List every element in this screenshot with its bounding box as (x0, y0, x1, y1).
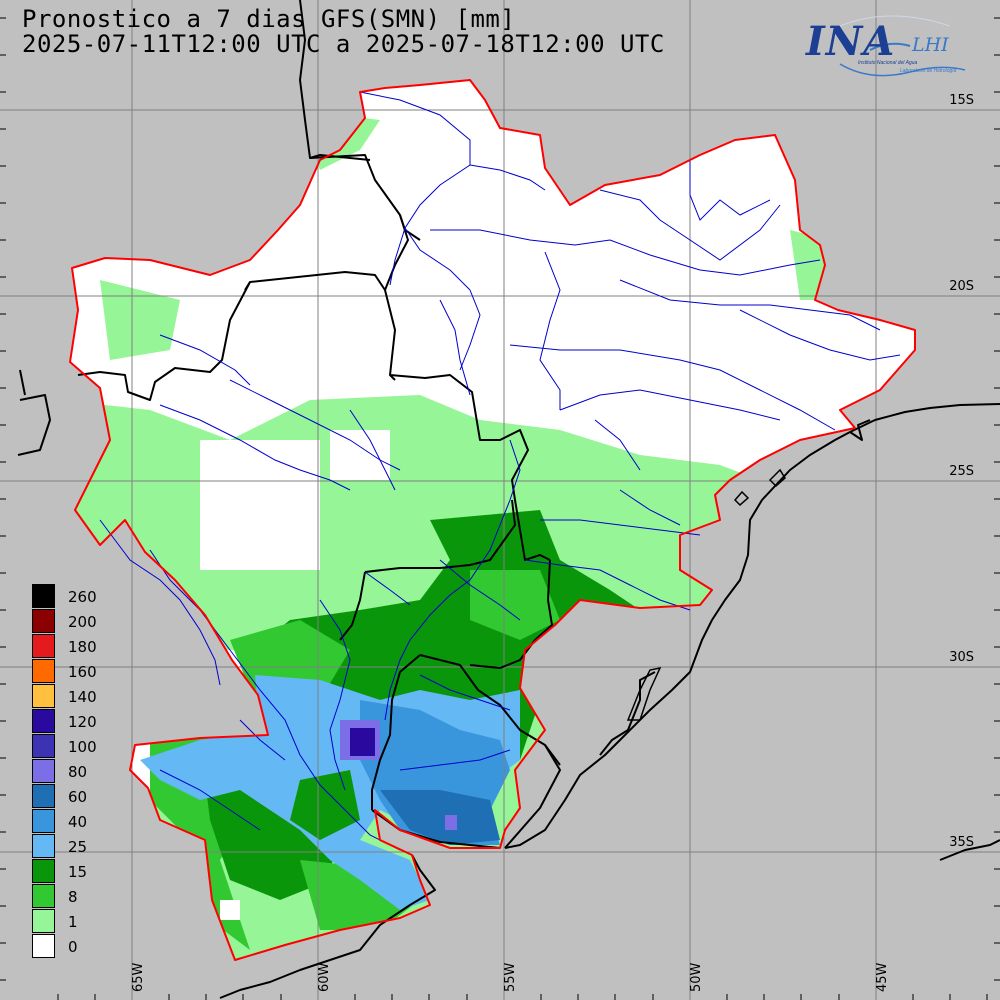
legend-item: 25 (32, 834, 142, 859)
legend-swatch (32, 709, 55, 733)
legend-item: 160 (32, 659, 142, 684)
legend-swatch (32, 634, 55, 658)
legend-label: 160 (68, 663, 97, 681)
logo-ina: INA (806, 18, 896, 65)
lat-label-35s: 35S (949, 835, 974, 850)
lat-label-20s: 20S (949, 279, 974, 294)
ina-lhi-logo: INA LHI Instituto Nacional del Agua Labo… (800, 6, 970, 86)
legend-swatch (32, 859, 55, 883)
legend-swatch (32, 684, 55, 708)
lon-label-65w: 65W (131, 962, 146, 992)
precipitation-legend: 260 200 180 160 140 120 100 80 60 40 25 15 8 1 0 (32, 584, 142, 959)
legend-item: 140 (32, 684, 142, 709)
legend-swatch (32, 784, 55, 808)
legend-label: 40 (68, 813, 88, 831)
frame-ticks (0, 17, 1000, 1000)
legend-swatch (32, 759, 55, 783)
legend-label: 15 (68, 863, 88, 881)
legend-item: 15 (32, 859, 142, 884)
legend-item: 1 (32, 909, 142, 934)
lat-label-30s: 30S (949, 650, 974, 665)
legend-item: 80 (32, 759, 142, 784)
legend-label: 1 (68, 913, 78, 931)
legend-label: 180 (68, 638, 97, 656)
legend-item: 200 (32, 609, 142, 634)
legend-item: 100 (32, 734, 142, 759)
legend-item: 120 (32, 709, 142, 734)
rivers (99, 91, 901, 851)
logo-institute: Instituto Nacional del Agua (858, 60, 918, 66)
legend-label: 25 (68, 838, 88, 856)
legend-item: 0 (32, 934, 142, 959)
legend-label: 0 (68, 938, 78, 956)
legend-label: 8 (68, 888, 78, 906)
legend-item: 60 (32, 784, 142, 809)
legend-label: 60 (68, 788, 88, 806)
legend-swatch (32, 659, 55, 683)
legend-label: 100 (68, 738, 97, 756)
legend-item: 260 (32, 584, 142, 609)
legend-swatch (32, 934, 55, 958)
legend-swatch (32, 734, 55, 758)
logo-laboratory: Laboratorio de Hidrología (900, 68, 957, 74)
legend-label: 80 (68, 763, 88, 781)
legend-swatch (32, 884, 55, 908)
legend-label: 120 (68, 713, 97, 731)
legend-label: 200 (68, 613, 97, 631)
legend-item: 8 (32, 884, 142, 909)
basin-outline (69, 79, 916, 961)
legend-swatch (32, 584, 55, 608)
lon-label-55w: 55W (503, 962, 518, 992)
logo-lhi: LHI (912, 34, 949, 56)
logo-swoosh-icon (839, 15, 966, 77)
legend-swatch (32, 809, 55, 833)
lon-label-60w: 60W (317, 962, 332, 992)
legend-label: 140 (68, 688, 97, 706)
legend-swatch (32, 909, 55, 933)
coastline-lagoons (626, 468, 786, 721)
map-title: Pronostico a 7 dias GFS(SMN) [mm] (22, 5, 516, 33)
lon-label-45w: 45W (875, 962, 890, 992)
forecast-period: 2025-07-11T12:00 UTC a 2025-07-18T12:00 … (22, 30, 665, 58)
legend-item: 180 (32, 634, 142, 659)
lat-label-25s: 25S (949, 464, 974, 479)
legend-swatch (32, 609, 55, 633)
lon-label-50w: 50W (689, 962, 704, 992)
legend-item: 40 (32, 809, 142, 834)
lat-label-15s: 15S (949, 93, 974, 108)
legend-swatch (32, 834, 55, 858)
legend-label: 260 (68, 588, 97, 606)
